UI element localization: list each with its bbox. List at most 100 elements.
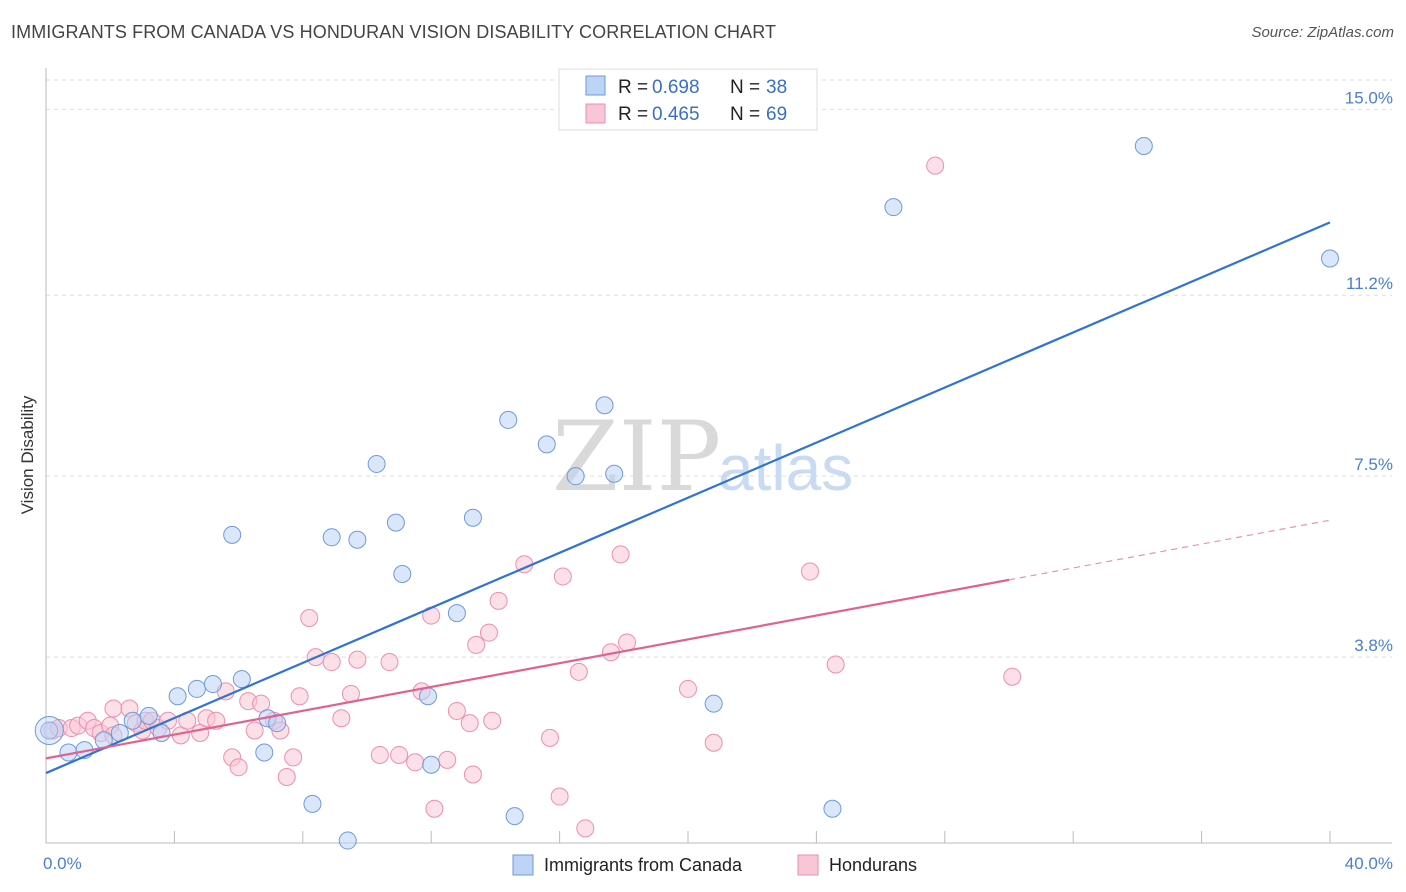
honduran-trend-line-extension [1008, 519, 1331, 581]
canada-point [303, 794, 322, 813]
series-legend-swatch-hondurans [797, 854, 819, 876]
canada-point [322, 528, 341, 547]
canada-point [595, 396, 614, 415]
honduran-point [406, 753, 425, 772]
honduran-trend-line [45, 578, 1010, 760]
series-legend-swatch-canada [512, 854, 534, 876]
canada-point [255, 743, 274, 762]
honduran-point [826, 655, 845, 674]
canada-point [422, 755, 441, 774]
honduran-point [553, 567, 572, 586]
canada-point [499, 410, 518, 429]
canada-trend-line [45, 221, 1331, 775]
source-label: Source: ZipAtlas.com [1251, 24, 1394, 41]
legend-n-label-canada: N = [730, 77, 760, 98]
legend-r-label-hondurans: R = [618, 104, 648, 125]
honduran-point [447, 701, 466, 720]
x-tick-label-min: 0.0% [43, 854, 82, 873]
axes [45, 68, 1392, 844]
honduran-point [425, 799, 444, 818]
legend-n-label-hondurans: N = [730, 104, 760, 125]
honduran-point [104, 699, 123, 718]
canada-point [203, 675, 222, 694]
honduran-point [370, 745, 389, 764]
honduran-point [277, 767, 296, 786]
legend-r-value-canada: 0.698 [652, 77, 700, 98]
canada-point [537, 435, 556, 454]
canada-point [338, 831, 357, 850]
y-tick-label: 11.2% [1346, 274, 1393, 293]
canada-points [34, 137, 1339, 850]
y-tick-label: 15.0% [1345, 88, 1393, 107]
stats-legend: R = 0.698 N = 38 R = 0.465 N = 69 [558, 68, 818, 131]
honduran-point [463, 765, 482, 784]
canada-point [447, 604, 466, 623]
watermark-zip-text: ZIP [552, 401, 721, 513]
canada-point [232, 670, 251, 689]
canada-point [168, 687, 187, 706]
canada-point [823, 799, 842, 818]
canada-point [704, 694, 723, 713]
honduran-point [550, 787, 569, 806]
honduran-point [229, 758, 248, 777]
honduran-point [926, 156, 945, 175]
canada-point [223, 525, 242, 544]
canada-point [418, 687, 437, 706]
honduran-point [284, 748, 303, 767]
canada-point [505, 807, 524, 826]
chart-title: IMMIGRANTS FROM CANADA VS HONDURAN VISIO… [11, 22, 777, 42]
canada-point [393, 564, 412, 583]
watermark: ZIP atlas [552, 401, 853, 513]
canada-point [1134, 137, 1153, 156]
honduran-point [322, 653, 341, 672]
honduran-point [483, 711, 502, 730]
watermark-atlas-text: atlas [718, 432, 853, 504]
canada-point [40, 721, 59, 740]
honduran-point [390, 745, 409, 764]
canada-point [139, 706, 158, 725]
honduran-point [618, 633, 637, 652]
canada-point [605, 464, 624, 483]
trend-lines [45, 221, 1331, 775]
series-legend-label-canada: Immigrants from Canada [544, 855, 743, 875]
legend-n-value-canada: 38 [766, 77, 787, 98]
honduran-point [800, 562, 819, 581]
tick-labels: 15.0% 11.2% 7.5% 3.8% 0.0% 40.0% [43, 88, 1393, 873]
canada-point [386, 513, 405, 532]
y-tick-label: 3.8% [1354, 636, 1393, 655]
honduran-point [290, 687, 309, 706]
series-legend-label-hondurans: Hondurans [829, 855, 917, 875]
honduran-point [348, 650, 367, 669]
honduran-points [43, 156, 1022, 838]
canada-point [884, 198, 903, 217]
legend-swatch-canada [585, 75, 606, 96]
honduran-point [489, 591, 508, 610]
honduran-point [704, 733, 723, 752]
series-legend: Immigrants from Canada Hondurans [512, 854, 917, 876]
canada-point [348, 530, 367, 549]
legend-r-value-hondurans: 0.465 [652, 104, 700, 125]
honduran-point [679, 679, 697, 698]
canada-point [566, 467, 585, 486]
canada-point [1321, 249, 1339, 268]
honduran-point [1003, 667, 1022, 686]
x-tick-label-max: 40.0% [1345, 854, 1393, 873]
legend-n-value-hondurans: 69 [766, 104, 787, 125]
canada-point [463, 508, 482, 527]
grid-lines [46, 79, 1392, 658]
legend-r-label-canada: R = [618, 77, 648, 98]
canada-point [123, 711, 142, 730]
honduran-point [460, 714, 479, 733]
legend-swatch-hondurans [585, 103, 606, 124]
canada-point [187, 679, 206, 698]
honduran-point [380, 653, 399, 672]
honduran-point [479, 623, 498, 642]
honduran-point [540, 728, 559, 747]
honduran-point [569, 662, 588, 681]
canada-point [367, 454, 386, 473]
honduran-point [467, 635, 486, 654]
y-tick-label: 7.5% [1354, 455, 1393, 474]
y-axis-label: Vision Disability [18, 395, 37, 514]
honduran-point [576, 819, 595, 838]
